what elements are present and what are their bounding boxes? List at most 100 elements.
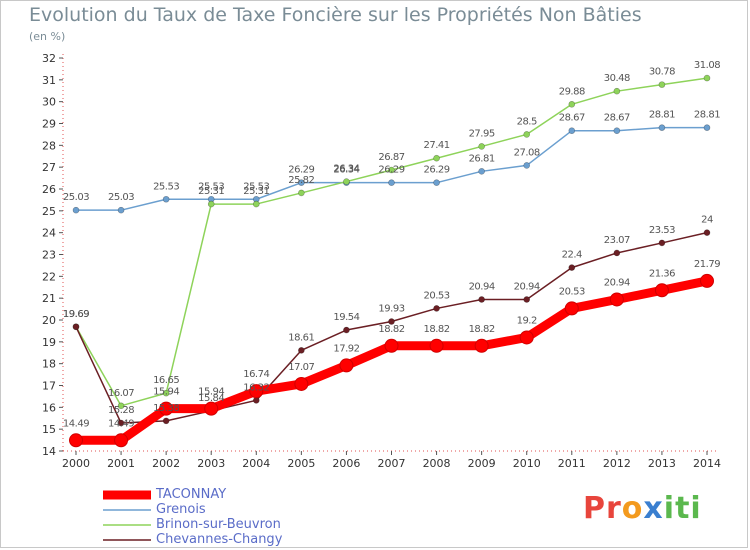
data-point bbox=[658, 124, 666, 131]
data-point bbox=[703, 74, 711, 82]
data-point bbox=[613, 249, 621, 257]
data-point bbox=[69, 433, 83, 448]
y-tick-label: 25 bbox=[42, 205, 56, 218]
brand-logo: Proxiti bbox=[583, 491, 702, 526]
data-label: 15.94 bbox=[153, 387, 179, 398]
data-label: 18.82 bbox=[378, 324, 404, 335]
data-point bbox=[433, 154, 440, 162]
data-label: 23.53 bbox=[649, 225, 675, 236]
data-point bbox=[658, 81, 666, 88]
data-label: 20.94 bbox=[469, 281, 495, 292]
data-point bbox=[433, 179, 440, 186]
data-label: 16.32 bbox=[243, 382, 269, 393]
data-point bbox=[339, 358, 354, 373]
x-tick-label: 2001 bbox=[107, 457, 135, 470]
data-label: 25.31 bbox=[198, 186, 224, 197]
x-tick-label: 2003 bbox=[197, 457, 225, 470]
y-tick-label: 26 bbox=[42, 183, 56, 196]
data-label: 19.54 bbox=[333, 312, 359, 323]
data-point bbox=[388, 179, 395, 186]
data-label: 26.29 bbox=[288, 165, 314, 176]
legend-label-taconnay: TACONNAY bbox=[156, 487, 227, 502]
data-point bbox=[478, 168, 485, 175]
axes: 14 15 16 17 18 19 20 21 22 23 24 25 26 27 28 29 30 31 32 20… bbox=[42, 52, 721, 470]
x-tick-label: 2007 bbox=[378, 457, 406, 470]
data-point bbox=[117, 419, 125, 427]
data-label: 28.81 bbox=[694, 110, 720, 121]
series-lines bbox=[69, 74, 714, 448]
data-label: 30.48 bbox=[604, 73, 630, 84]
x-tick-label: 2004 bbox=[242, 457, 270, 470]
data-point bbox=[564, 301, 579, 316]
data-label: 18.61 bbox=[288, 332, 314, 343]
data-label: 26.34 bbox=[333, 164, 359, 175]
data-point bbox=[249, 384, 264, 399]
x-tick-label: 2011 bbox=[558, 457, 586, 470]
y-tick-label: 27 bbox=[42, 161, 56, 174]
legend-label-grenois: Grenois bbox=[156, 502, 206, 517]
data-point bbox=[568, 127, 576, 135]
data-label: 26.87 bbox=[378, 152, 404, 163]
y-tick-label: 22 bbox=[42, 270, 56, 283]
y-tick-label: 28 bbox=[42, 139, 56, 152]
data-point bbox=[162, 417, 170, 425]
data-point bbox=[429, 338, 444, 353]
data-label: 15.94 bbox=[198, 387, 224, 398]
data-point bbox=[609, 292, 624, 307]
data-point bbox=[613, 127, 621, 135]
y-tick-label: 21 bbox=[42, 292, 56, 305]
data-label: 20.53 bbox=[559, 286, 585, 297]
data-point bbox=[703, 229, 711, 236]
data-label: 27.08 bbox=[514, 147, 540, 158]
data-label: 25.03 bbox=[63, 192, 89, 203]
data-label: 20.53 bbox=[424, 290, 450, 301]
data-label: 19.69 bbox=[63, 309, 89, 320]
y-tick-label: 15 bbox=[42, 423, 56, 436]
y-tick-label: 32 bbox=[42, 52, 56, 65]
data-point bbox=[568, 100, 576, 108]
data-point bbox=[523, 162, 531, 169]
data-point bbox=[204, 401, 219, 416]
data-label: 17.92 bbox=[333, 343, 359, 354]
data-label: 28.67 bbox=[604, 113, 630, 124]
data-point bbox=[72, 206, 80, 214]
data-point bbox=[72, 323, 80, 331]
data-label: 26.34 bbox=[333, 165, 359, 176]
data-label: 24 bbox=[701, 215, 713, 226]
data-point bbox=[523, 131, 531, 138]
data-point bbox=[343, 326, 350, 334]
data-point bbox=[433, 305, 440, 312]
y-tick-label: 30 bbox=[42, 96, 56, 109]
x-tick-label: 2000 bbox=[62, 457, 90, 470]
y-tick-label: 20 bbox=[42, 314, 56, 327]
data-point bbox=[207, 200, 215, 208]
data-point bbox=[613, 87, 621, 95]
data-point bbox=[298, 179, 305, 186]
y-tick-label: 24 bbox=[42, 227, 56, 240]
legend-label-brinon: Brinon-sur-Beuvron bbox=[156, 517, 281, 532]
data-point bbox=[298, 347, 305, 354]
data-label: 15.28 bbox=[108, 405, 134, 416]
data-point bbox=[388, 318, 395, 325]
data-label: 25.53 bbox=[243, 181, 269, 192]
x-tick-label: 2010 bbox=[513, 457, 541, 470]
data-point bbox=[298, 189, 305, 197]
data-label: 30.78 bbox=[649, 67, 675, 78]
data-point bbox=[343, 178, 350, 185]
data-label: 25.53 bbox=[198, 181, 224, 192]
legend-label-chevannes: Chevannes-Changy bbox=[156, 532, 283, 547]
data-label: 20.94 bbox=[604, 277, 630, 288]
data-point bbox=[523, 296, 531, 303]
data-label: 18.82 bbox=[469, 324, 495, 335]
data-label: 29.88 bbox=[559, 86, 585, 97]
data-point bbox=[519, 330, 534, 345]
y-tick-label: 29 bbox=[42, 118, 56, 131]
data-point bbox=[478, 143, 485, 150]
x-tick-label: 2008 bbox=[423, 457, 451, 470]
data-label: 26.29 bbox=[424, 165, 450, 176]
x-tick-label: 2005 bbox=[287, 457, 315, 470]
data-point bbox=[568, 264, 576, 271]
data-label: 27.95 bbox=[469, 128, 495, 139]
x-tick-label: 2014 bbox=[693, 457, 721, 470]
